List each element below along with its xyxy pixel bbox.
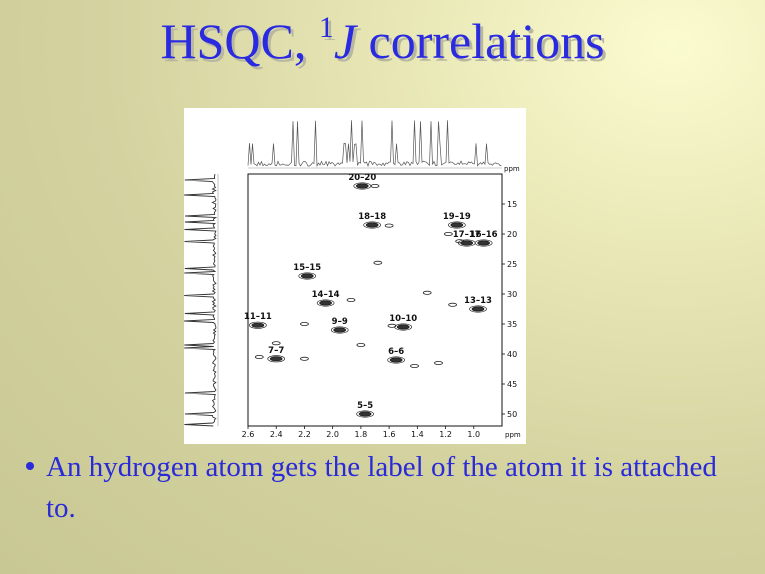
correlation-label: 14–14 — [312, 290, 340, 300]
cross-peak — [477, 240, 490, 246]
cross-peak-contour — [267, 355, 286, 363]
cross-peak-contour — [363, 221, 381, 229]
cross-peak-minor — [346, 297, 356, 302]
cross-peak-minor — [434, 360, 443, 365]
carbon-projection-trace — [184, 173, 218, 427]
x-tick-label: 1.0 — [467, 430, 480, 439]
cross-peak-contour — [387, 356, 405, 364]
cross-peak — [365, 222, 379, 228]
cross-peak-contour — [394, 323, 413, 331]
correlation-label: 17–17 — [453, 230, 481, 240]
cross-peak-minor — [448, 302, 458, 307]
cross-peak-minor — [300, 356, 309, 361]
y-tick-label: 20 — [507, 230, 517, 239]
cross-peak-minor — [410, 363, 419, 368]
cross-peak-contour — [474, 239, 493, 247]
bullet-text: An hydrogen atom gets the label of the a… — [46, 451, 717, 524]
title-rest: correlations — [356, 13, 605, 69]
x-tick-label: 2.6 — [242, 430, 255, 439]
cross-peak — [460, 240, 474, 246]
cross-peak-minor — [387, 323, 397, 328]
x-tick-label: 2.2 — [298, 430, 311, 439]
x-tick-label: 2.4 — [270, 430, 283, 439]
cross-peak-contour — [316, 299, 335, 307]
y-tick-label: 35 — [507, 320, 517, 329]
y-tick-label: 40 — [507, 350, 517, 359]
correlation-label: 10–10 — [389, 314, 417, 324]
x-tick-label: 1.2 — [439, 430, 452, 439]
correlation-label: 19–19 — [443, 212, 471, 222]
correlation-label: 15–15 — [293, 263, 321, 273]
correlation-label: 20–20 — [348, 173, 376, 183]
bullet-dot — [26, 462, 34, 470]
cross-peak — [269, 356, 283, 362]
cross-peak-contour — [330, 326, 349, 334]
hsqc-spectrum-svg: 2.6 2.4 2.2 2.0 1.8 1.6 1.4 1.2 1.0 ppm 15 20 25 30 35… — [184, 120, 521, 439]
y-tick-label: 15 — [507, 200, 517, 209]
cross-peak — [333, 327, 347, 333]
title-superscript: 1 — [318, 11, 334, 44]
correlation-label: 7–7 — [268, 346, 284, 356]
cross-peak-minor — [384, 223, 394, 228]
cross-peak — [356, 183, 369, 189]
proton-projection-trace — [247, 120, 502, 168]
cross-peak-minor — [271, 341, 281, 346]
cross-peak-minor — [356, 342, 366, 347]
cross-peak — [389, 357, 403, 363]
cross-peak-minor — [422, 290, 432, 295]
y-tick-label: 45 — [507, 380, 517, 389]
cross-peak-contour — [469, 305, 487, 313]
cross-peak-contour — [356, 410, 374, 418]
cross-peak-minor — [370, 184, 380, 189]
x-tick-label: 1.4 — [411, 430, 424, 439]
correlation-label: 16–16 — [470, 230, 498, 240]
correlation-label: 11–11 — [244, 312, 272, 322]
y-tick-label: 50 — [507, 410, 517, 419]
cross-peak — [396, 324, 410, 330]
correlation-label: 6–6 — [388, 347, 404, 357]
plot-frame — [247, 173, 503, 427]
cross-peak-contour — [249, 321, 267, 329]
cross-peak-minor — [443, 232, 453, 237]
cross-peak — [300, 273, 314, 279]
x-tick-label: 1.6 — [383, 430, 396, 439]
cross-peak — [251, 322, 265, 328]
cross-peak-contour — [448, 221, 466, 229]
correlation-label: 13–13 — [464, 296, 492, 306]
x-tick-label: 2.0 — [326, 430, 339, 439]
y-tick-label: 25 — [507, 260, 517, 269]
x-axis-label: ppm — [505, 431, 521, 439]
correlation-label: 5–5 — [357, 401, 373, 411]
cross-peak-minor — [300, 321, 309, 326]
slide-title: HSQC, 1J correlations — [0, 11, 765, 69]
hsqc-spectrum-figure: 2.6 2.4 2.2 2.0 1.8 1.6 1.4 1.2 1.0 ppm 15 20 25 30 35… — [184, 108, 526, 444]
cross-peak — [319, 300, 332, 306]
x-tick-label: 1.8 — [355, 430, 368, 439]
bullet-list: An hydrogen atom gets the label of the a… — [22, 447, 752, 529]
cross-peak-minor — [373, 260, 383, 265]
y-tick-label: 30 — [507, 290, 517, 299]
cross-peak — [450, 222, 464, 228]
y-axis-label: ppm — [504, 165, 520, 173]
correlation-label: 18–18 — [358, 212, 386, 222]
title-main: HSQC, — [160, 13, 319, 69]
cross-peak — [471, 306, 485, 312]
title-italic: J — [333, 13, 357, 69]
cross-peak-contour — [298, 272, 317, 280]
correlation-label: 9–9 — [332, 317, 348, 327]
cross-peak-minor — [254, 354, 264, 359]
cross-peak-contour — [353, 182, 372, 190]
cross-peak — [358, 411, 372, 417]
